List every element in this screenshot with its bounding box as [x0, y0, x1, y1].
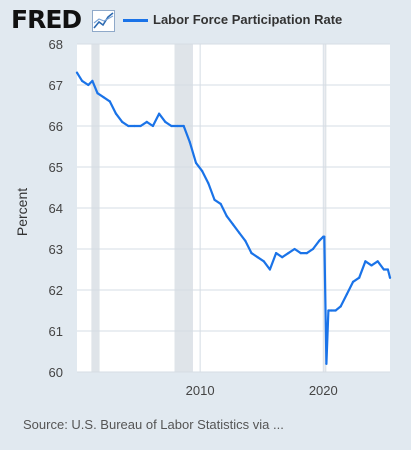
data-point: [305, 252, 308, 255]
data-point: [133, 124, 136, 128]
data-point: [268, 268, 272, 271]
data-point: [127, 124, 130, 128]
data-point: [207, 182, 210, 185]
fred-logo[interactable]: FRED: [11, 5, 82, 34]
data-point: [145, 120, 148, 123]
x-tick-label: 2020: [309, 383, 338, 398]
data-point: [262, 260, 265, 263]
data-point: [327, 309, 330, 312]
y-tick-label: 63: [49, 242, 63, 257]
data-point: [318, 239, 321, 242]
data-point: [345, 293, 348, 296]
data-point: [376, 260, 379, 263]
data-point: [170, 124, 173, 128]
data-point: [323, 235, 326, 238]
data-point: [364, 260, 367, 263]
data-point: [182, 124, 185, 128]
data-point: [330, 309, 333, 312]
data-point: [151, 124, 155, 128]
data-point: [351, 280, 355, 283]
data-point: [299, 252, 302, 255]
data-point: [157, 112, 161, 115]
data-point: [388, 276, 392, 279]
y-tick-label: 64: [49, 201, 63, 216]
y-tick-label: 62: [49, 283, 63, 298]
data-point: [382, 268, 385, 271]
legend-label: Labor Force Participation Rate: [153, 12, 343, 27]
data-point: [274, 252, 278, 255]
data-point: [293, 247, 296, 251]
data-point: [325, 362, 328, 365]
data-point: [164, 120, 167, 123]
data-point: [358, 276, 361, 279]
data-point: [114, 112, 118, 115]
data-point: [139, 124, 142, 128]
data-point: [339, 305, 342, 308]
data-point: [201, 170, 204, 173]
data-point: [75, 71, 79, 74]
data-point: [87, 83, 90, 87]
data-point: [334, 309, 337, 312]
data-point: [219, 202, 222, 205]
data-point: [386, 268, 390, 271]
y-tick-label: 65: [49, 160, 63, 175]
y-tick-label: 66: [49, 119, 63, 134]
data-point: [194, 161, 198, 164]
source-note: Source: U.S. Bureau of Labor Statistics …: [23, 417, 284, 432]
data-point: [370, 264, 373, 267]
data-point: [225, 215, 228, 218]
data-point: [311, 247, 315, 251]
data-point: [81, 79, 84, 82]
sparkline-icon: [92, 10, 115, 32]
data-point: [244, 239, 247, 242]
data-point: [121, 120, 124, 123]
data-point: [256, 256, 259, 259]
data-point: [96, 92, 99, 95]
data-point: [102, 96, 105, 99]
x-tick-label: 2010: [186, 383, 215, 398]
y-tick-label: 61: [49, 324, 63, 339]
data-point: [281, 256, 284, 259]
y-tick-label: 67: [49, 78, 63, 93]
legend-swatch: [123, 19, 148, 22]
y-tick-label: 60: [49, 365, 63, 380]
data-point: [287, 252, 290, 255]
data-point: [238, 231, 241, 234]
data-point: [108, 100, 111, 103]
data-point: [231, 223, 235, 226]
data-point: [250, 252, 253, 255]
y-tick-label: 68: [49, 37, 63, 52]
data-point: [213, 198, 216, 201]
data-point: [188, 141, 191, 144]
data-point: [91, 79, 94, 82]
data-point: [176, 124, 179, 128]
chart-header: FRED Labor Force Participation Rate: [0, 0, 411, 40]
